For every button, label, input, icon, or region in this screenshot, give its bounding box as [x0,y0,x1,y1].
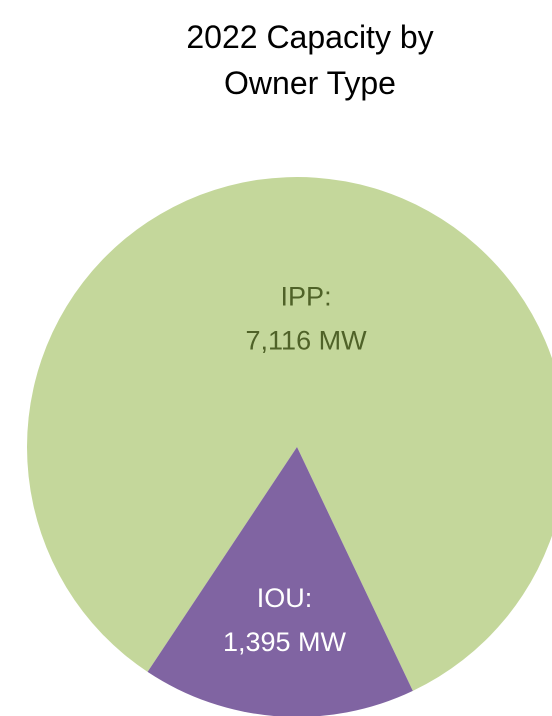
slice-value-label: 1,395 MW [223,627,347,657]
pie-slice [27,177,552,691]
slice-category-label: IPP: [281,282,332,312]
slice-category-label: IOU: [257,583,313,613]
slice-value-label: 7,116 MW [246,326,368,356]
chart-title: 2022 Capacity by Owner Type [186,19,434,101]
pie-slice [147,447,413,716]
